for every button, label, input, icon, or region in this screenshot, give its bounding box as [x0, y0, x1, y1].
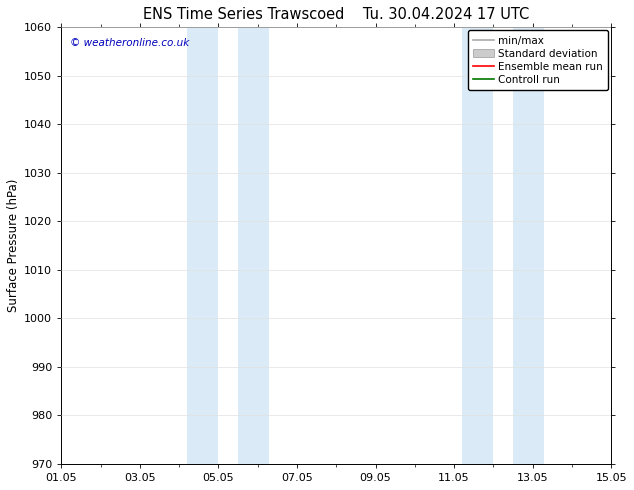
Title: ENS Time Series Trawscoed    Tu. 30.04.2024 17 UTC: ENS Time Series Trawscoed Tu. 30.04.2024… [143, 7, 529, 22]
Bar [462, 27, 493, 464]
Bar [238, 27, 269, 464]
Y-axis label: Surface Pressure (hPa): Surface Pressure (hPa) [7, 179, 20, 312]
Bar [513, 27, 545, 464]
Text: © weatheronline.co.uk: © weatheronline.co.uk [70, 38, 189, 48]
Bar [187, 27, 218, 464]
Legend: min/max, Standard deviation, Ensemble mean run, Controll run: min/max, Standard deviation, Ensemble me… [468, 30, 608, 90]
